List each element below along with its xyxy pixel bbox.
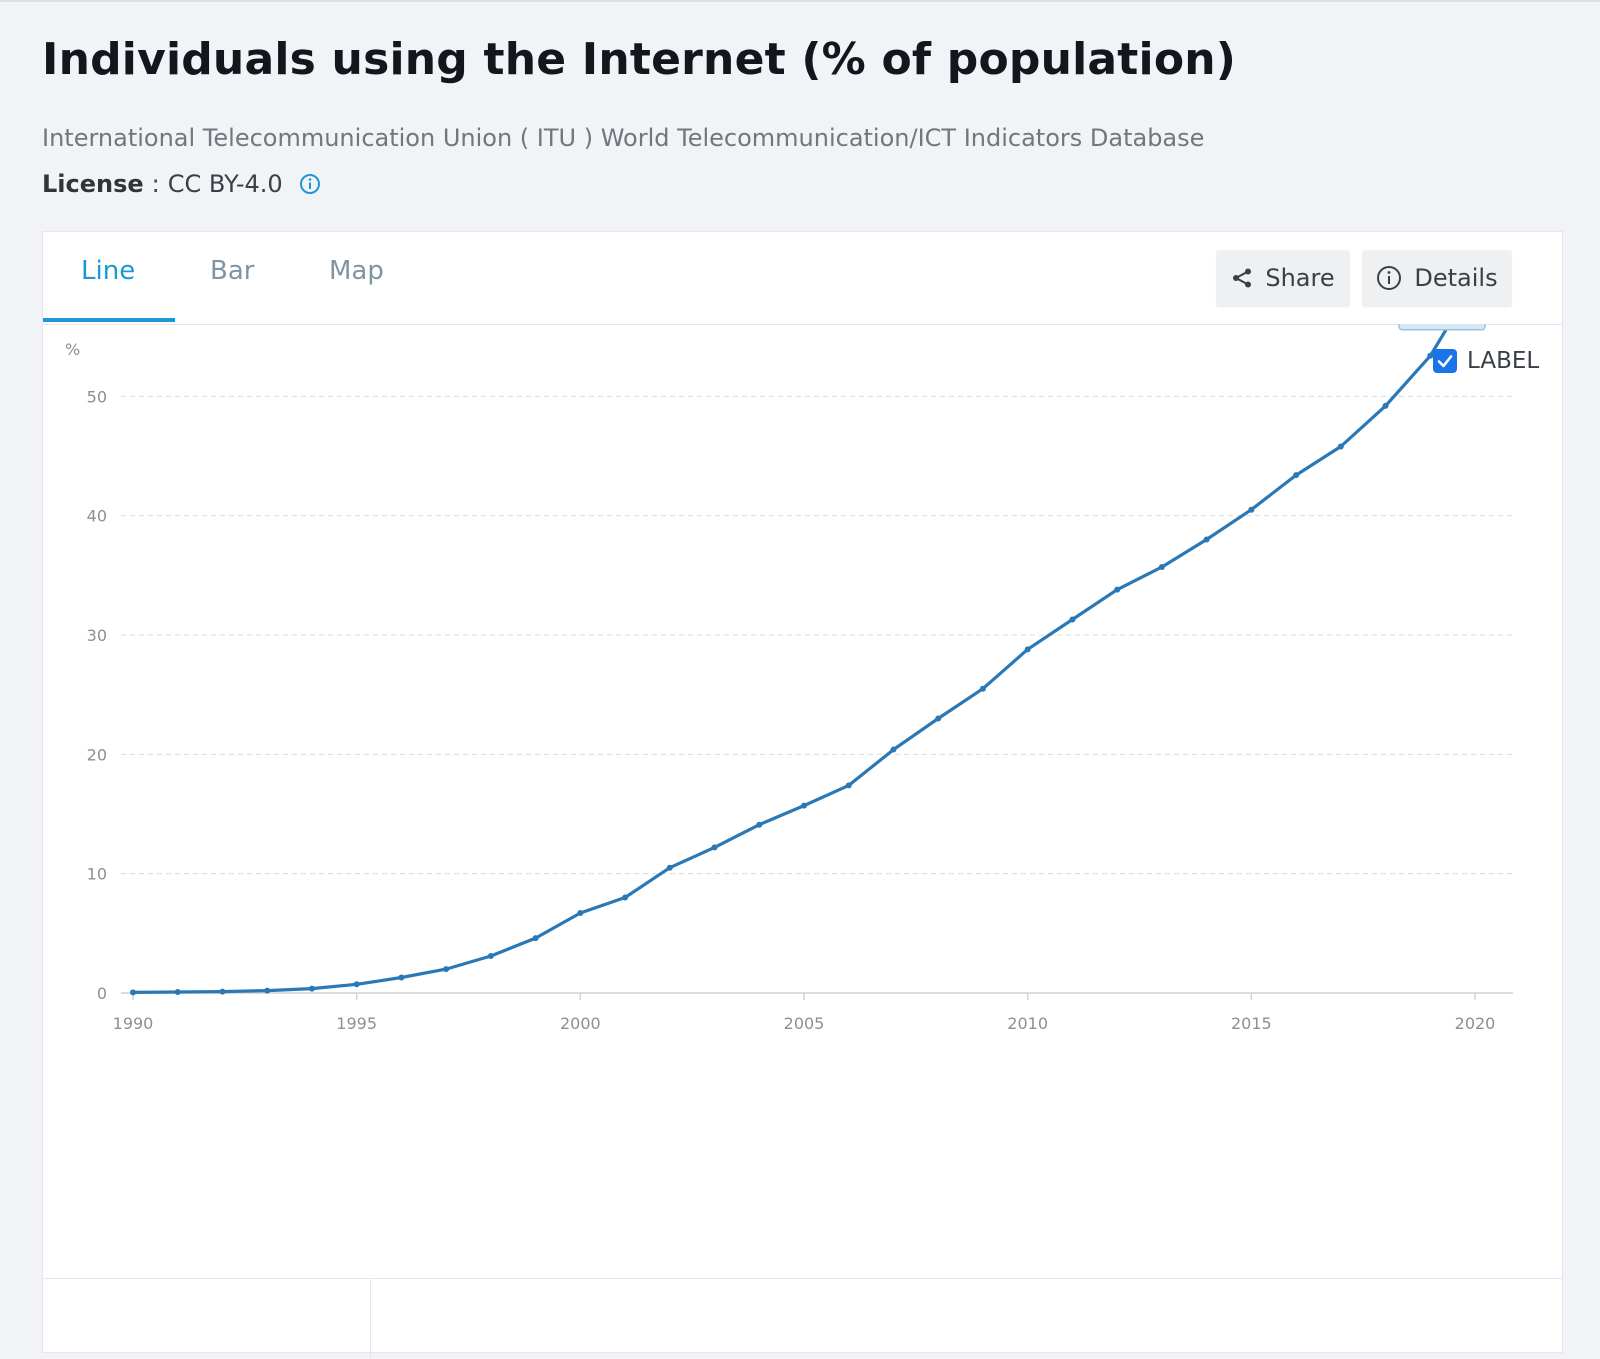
data-point xyxy=(756,821,763,828)
y-axis-unit-label: % xyxy=(65,340,80,359)
x-tick-label: 1995 xyxy=(336,1014,377,1033)
license-value: CC BY-4.0 xyxy=(167,170,283,198)
data-point xyxy=(577,910,584,917)
data-point xyxy=(979,685,986,692)
data-point xyxy=(264,987,271,994)
data-point xyxy=(130,989,136,996)
series-line xyxy=(131,324,1452,995)
tab-line[interactable]: Line xyxy=(81,256,136,286)
data-point xyxy=(1114,586,1121,593)
tab-bar[interactable]: Bar xyxy=(210,256,255,286)
x-tick-label: 1990 xyxy=(113,1014,154,1033)
data-point xyxy=(1024,646,1031,653)
tab-map[interactable]: Map xyxy=(329,256,384,286)
y-tick-label: 20 xyxy=(87,745,107,764)
license-row: License : CC BY-4.0 xyxy=(42,170,321,198)
data-point xyxy=(353,981,360,988)
label-toggle-text: LABEL xyxy=(1467,348,1540,374)
footer-strip xyxy=(43,1278,1562,1359)
line-chart: %010203040506019901995200020052010201520… xyxy=(65,324,1513,1033)
data-point xyxy=(398,974,405,981)
chart-tabs: Line Bar Map Share Details xyxy=(43,232,1562,325)
checkmark-icon xyxy=(1437,355,1453,368)
data-point xyxy=(622,894,629,901)
data-point xyxy=(711,844,718,851)
data-point xyxy=(890,746,897,753)
data-point xyxy=(443,966,450,973)
label-toggle[interactable]: LABEL xyxy=(1433,348,1539,374)
y-tick-label: 0 xyxy=(97,984,107,1003)
series-label-box xyxy=(1398,324,1486,331)
y-tick-label: 40 xyxy=(87,507,107,526)
y-tick-label: 10 xyxy=(87,865,107,884)
data-point xyxy=(1248,506,1255,513)
data-point xyxy=(845,782,852,789)
data-point xyxy=(1382,402,1389,409)
source-text: International Telecommunication Union ( … xyxy=(42,124,1205,152)
x-tick-label: 2015 xyxy=(1231,1014,1272,1033)
x-tick-label: 2005 xyxy=(784,1014,825,1033)
data-point xyxy=(801,802,807,809)
info-icon[interactable] xyxy=(299,173,321,195)
data-point xyxy=(308,985,315,992)
label-checkbox[interactable] xyxy=(1433,349,1457,373)
chart-card: Line Bar Map Share Details %010203040506… xyxy=(42,231,1563,1359)
data-point xyxy=(1203,536,1210,543)
data-point xyxy=(219,988,226,995)
active-tab-indicator xyxy=(43,318,175,322)
data-point xyxy=(1069,616,1076,623)
data-point xyxy=(935,715,942,722)
y-tick-label: 30 xyxy=(87,626,107,645)
details-label: Details xyxy=(1414,264,1498,292)
share-label: Share xyxy=(1265,264,1335,292)
footer-divider xyxy=(370,1279,371,1359)
info-circle-icon xyxy=(1377,266,1402,290)
data-point xyxy=(1293,472,1300,479)
x-tick-label: 2020 xyxy=(1455,1014,1496,1033)
x-tick-label: 2010 xyxy=(1007,1014,1048,1033)
page-title: Individuals using the Internet (% of pop… xyxy=(42,34,1237,85)
data-point xyxy=(487,953,494,960)
license-label: License xyxy=(42,170,144,198)
data-point xyxy=(1337,443,1344,450)
share-icon xyxy=(1233,268,1252,288)
data-point xyxy=(666,864,673,871)
y-tick-label: 50 xyxy=(87,387,107,406)
data-point xyxy=(532,935,539,942)
x-tick-label: 2000 xyxy=(560,1014,601,1033)
license-separator: : xyxy=(151,170,160,198)
data-point xyxy=(1427,352,1434,359)
top-border xyxy=(0,0,1600,2)
data-point xyxy=(1158,563,1165,570)
share-button[interactable]: Share xyxy=(1216,250,1350,306)
data-point xyxy=(174,989,181,996)
details-button[interactable]: Details xyxy=(1362,250,1512,306)
